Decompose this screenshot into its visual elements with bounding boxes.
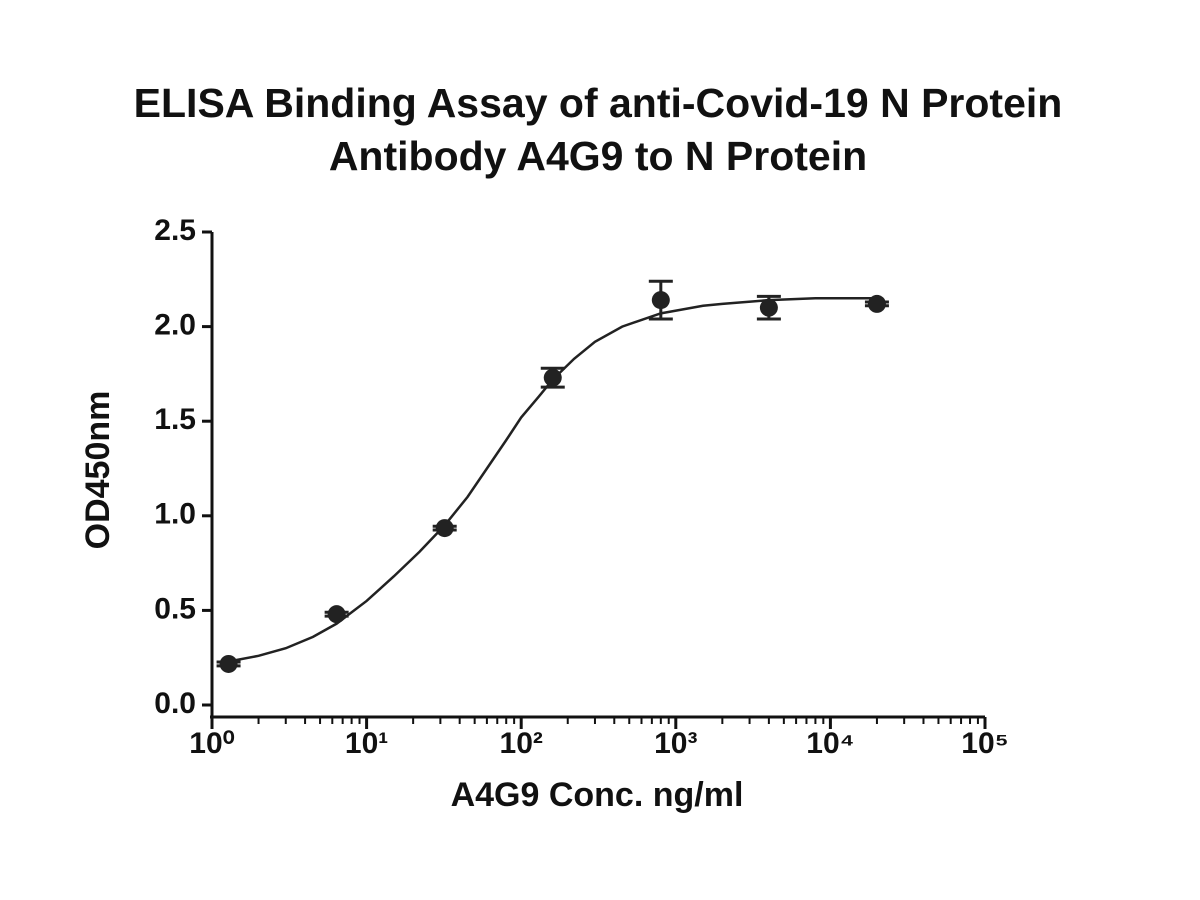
data-point <box>219 654 238 673</box>
data-point <box>435 519 454 538</box>
x-tick-label: 10¹ <box>345 727 388 760</box>
x-tick-label: 10⁰ <box>189 727 234 760</box>
x-tick-label: 10² <box>500 727 543 760</box>
y-tick-label: 2.0 <box>154 309 196 342</box>
chart-title: ELISA Binding Assay of anti-Covid-19 N P… <box>134 80 1063 126</box>
y-tick-label: 0.5 <box>154 592 196 625</box>
data-point <box>543 368 562 387</box>
data-point <box>327 605 346 624</box>
y-tick-label: 2.5 <box>154 214 196 247</box>
x-tick-label: 10⁵ <box>961 727 1008 760</box>
data-point <box>867 294 886 313</box>
y-axis-label: OD450nm <box>79 391 117 550</box>
y-tick-label: 1.0 <box>154 498 196 531</box>
data-point <box>759 298 778 317</box>
x-axis-label: A4G9 Conc. ng/ml <box>451 776 744 814</box>
fit-curve <box>228 296 877 663</box>
y-tick-label: 0.0 <box>154 687 196 720</box>
x-tick-label: 10⁴ <box>806 727 854 760</box>
x-tick-label: 10³ <box>654 727 697 760</box>
data-point <box>651 291 670 310</box>
chart-title: Antibody A4G9 to N Protein <box>329 133 867 179</box>
y-tick-label: 1.5 <box>154 403 196 436</box>
